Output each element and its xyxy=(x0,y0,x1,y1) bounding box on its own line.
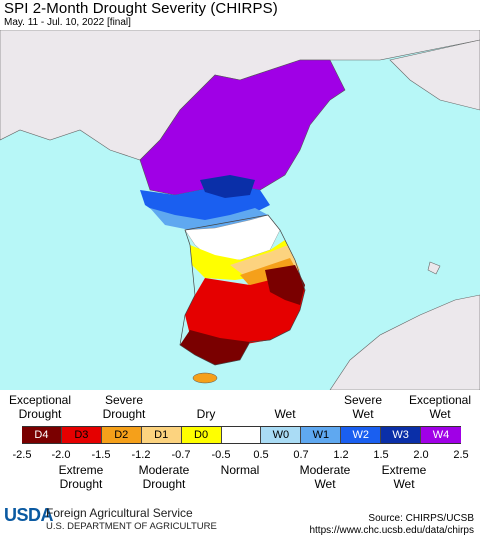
department-name: U.S. DEPARTMENT OF AGRICULTURE xyxy=(46,521,217,532)
legend-swatch-d4: D4 xyxy=(22,427,62,443)
russia-land xyxy=(389,39,480,111)
legend-label-dry: Dry xyxy=(196,407,216,421)
jeju-island xyxy=(192,372,218,384)
legend-tick: -0.5 xyxy=(211,449,231,461)
legend-tick: 2.5 xyxy=(453,449,469,461)
legend-tick: -0.7 xyxy=(171,449,191,461)
legend-label-severe-drought: Severe Drought xyxy=(102,393,146,421)
japan-land xyxy=(329,294,480,390)
legend-label-severe-wet: Severe Wet xyxy=(343,393,383,421)
legend-label-moderate-wet: Moderate Wet xyxy=(299,463,351,491)
legend-swatch-normal xyxy=(221,427,262,443)
legend-swatch-d2: D2 xyxy=(101,427,142,443)
legend-swatch-d3: D3 xyxy=(61,427,102,443)
map-title: SPI 2-Month Drought Severity (CHIRPS) xyxy=(4,0,278,17)
agency-name: Foreign Agricultural Service xyxy=(46,506,193,520)
legend-tick: 0.5 xyxy=(253,449,269,461)
legend-swatch-w2: W2 xyxy=(341,427,382,443)
south-korea-exceptional xyxy=(265,265,305,305)
source-url: https://www.chc.ucsb.edu/data/chirps xyxy=(309,525,474,536)
legend-swatch-d1: D1 xyxy=(141,427,182,443)
legend-tick: 0.7 xyxy=(293,449,309,461)
legend-tick: 2.0 xyxy=(413,449,429,461)
map-subtitle: May. 11 - Jul. 10, 2022 [final] xyxy=(4,17,131,28)
legend-swatch-w3: W3 xyxy=(381,427,422,443)
legend-tick: -1.5 xyxy=(91,449,111,461)
legend-swatch-d0: D0 xyxy=(181,427,222,443)
legend-tick: 1.2 xyxy=(333,449,349,461)
source-credit: Source: CHIRPS/UCSB xyxy=(368,513,474,524)
legend-tick: 1.5 xyxy=(373,449,389,461)
legend-tick: -2.0 xyxy=(51,449,71,461)
legend-label-exceptional-drought: Exceptional Drought xyxy=(8,393,72,421)
legend-label-extreme-wet: Extreme Wet xyxy=(381,463,427,491)
legend-label-moderate-drought: Moderate Drought xyxy=(138,463,190,491)
legend-label-normal: Normal xyxy=(220,463,260,477)
legend-label-wet: Wet xyxy=(274,407,296,421)
north-korea-region xyxy=(139,59,346,196)
legend-label-exceptional-wet: Exceptional Wet xyxy=(408,393,472,421)
legend-swatch-w4: W4 xyxy=(421,427,461,443)
legend-swatch-w1: W1 xyxy=(301,427,342,443)
legend-swatch-w0: W0 xyxy=(261,427,302,443)
south-korea-outline xyxy=(179,214,306,366)
legend-label-extreme-drought: Extreme Drought xyxy=(58,463,104,491)
legend-tick: -2.5 xyxy=(12,449,32,461)
drought-map xyxy=(0,30,480,390)
wet-band-dark xyxy=(200,175,255,198)
legend-tick: -1.2 xyxy=(131,449,151,461)
usda-logo: USDA xyxy=(4,505,54,525)
japan-island xyxy=(427,261,441,275)
